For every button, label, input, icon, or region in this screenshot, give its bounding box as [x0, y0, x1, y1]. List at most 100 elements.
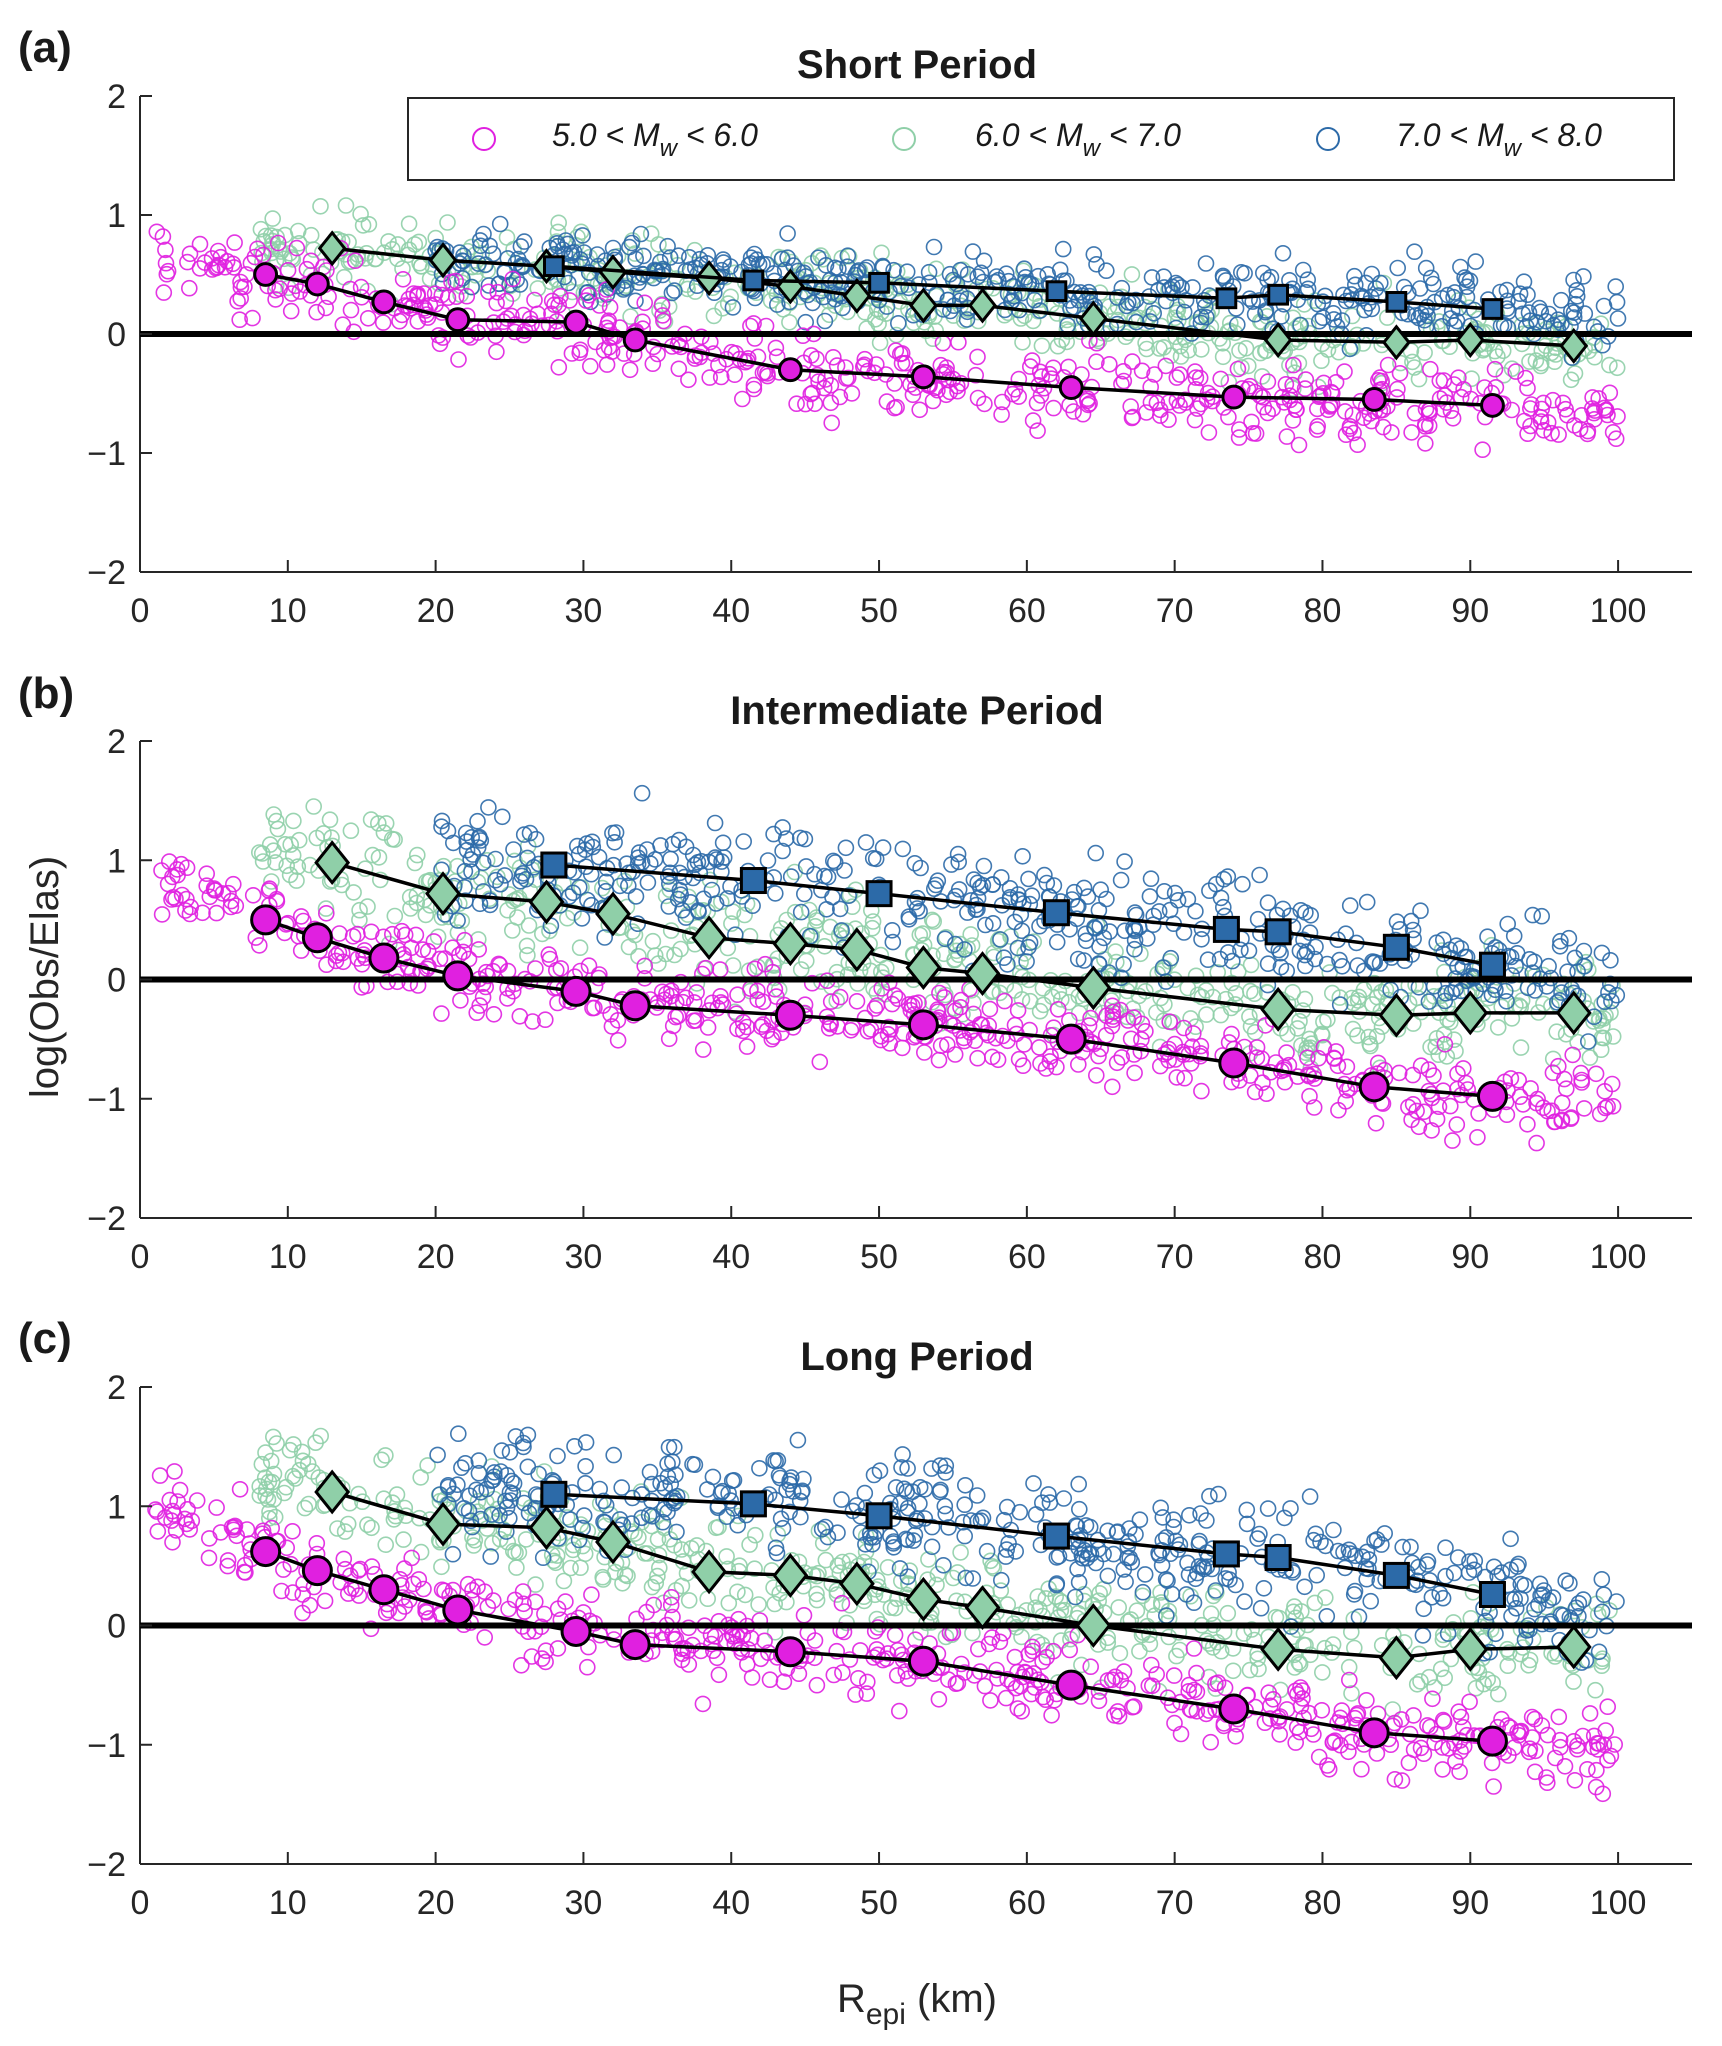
scatter-point: [447, 288, 465, 306]
series-mw6-7-a: [317, 230, 1589, 364]
scatter-point: [158, 265, 176, 283]
x-tick-label: 100: [1590, 1884, 1647, 1922]
scatter-point: [660, 898, 678, 915]
scatter-point: [1289, 291, 1306, 309]
scatter-point: [1435, 931, 1452, 949]
scatter-point: [956, 941, 973, 958]
scatter-point: [1276, 1073, 1294, 1091]
scatter-point: [871, 334, 889, 352]
circle-marker: [304, 271, 330, 297]
scatter-point: [663, 982, 680, 1000]
scatter-point: [724, 299, 742, 316]
scatter-point: [1281, 356, 1298, 374]
scatter-point: [808, 366, 826, 384]
scatter-point: [839, 303, 856, 321]
scatter-point: [1284, 412, 1302, 429]
scatter-point: [1061, 1641, 1078, 1659]
scatter-point: [536, 1011, 554, 1029]
scatter-point: [745, 380, 763, 398]
scatter-point: [900, 910, 918, 928]
scatter-point: [1553, 1112, 1570, 1130]
circle-marker: [619, 1629, 651, 1661]
scatter-point: [1222, 999, 1240, 1017]
scatter-point: [653, 983, 671, 1001]
scatter-point: [1212, 370, 1229, 388]
scatter-point: [1587, 1681, 1604, 1699]
scatter-point: [639, 874, 657, 891]
scatter-point: [1109, 289, 1126, 306]
circle-marker: [1218, 1047, 1250, 1079]
scatter-point: [198, 877, 215, 895]
scatter-point: [1220, 408, 1237, 426]
scatter-point: [1238, 1515, 1256, 1533]
scatter-point: [663, 284, 681, 302]
scatter-point: [1423, 1122, 1440, 1139]
scatter-point: [208, 904, 225, 922]
scatter-point: [930, 1051, 948, 1069]
scatter-point: [1581, 1049, 1599, 1066]
scatter-point: [498, 229, 516, 246]
scatter-point: [889, 990, 907, 1008]
scatter-point: [482, 1548, 500, 1565]
scatter-point: [934, 334, 952, 352]
scatter-point: [1145, 304, 1162, 322]
scatter-point: [946, 951, 963, 969]
scatter-point: [1113, 1049, 1130, 1066]
scatter-point: [888, 1667, 906, 1684]
scatter-point: [820, 1020, 838, 1037]
scatter-point: [1452, 940, 1470, 957]
x-tick-label: 70: [1156, 1238, 1194, 1276]
scatter-point: [1515, 273, 1533, 291]
diamond-marker: [838, 927, 875, 973]
scatter-point: [1593, 1571, 1611, 1588]
scatter-point: [1581, 1705, 1599, 1722]
scatter-point: [797, 268, 815, 285]
scatter-point: [492, 875, 509, 893]
scatter-point: [925, 913, 943, 930]
scatter-point: [480, 799, 497, 816]
scatter-point: [415, 285, 433, 302]
scatter-point: [1341, 897, 1359, 914]
scatter-point: [679, 906, 697, 923]
scatter-point: [596, 929, 614, 946]
scatter-point: [775, 1673, 793, 1690]
scatter-point: [282, 302, 300, 320]
scatter-point: [703, 881, 721, 899]
square-marker: [1385, 291, 1408, 313]
scatter-point: [1310, 1748, 1328, 1766]
scatter-point: [1185, 1640, 1203, 1657]
scatter-point: [550, 358, 568, 376]
scatter-point: [754, 1016, 772, 1033]
scatter-point: [1098, 1007, 1115, 1025]
scatter-point: [296, 1499, 314, 1517]
square-marker: [865, 1502, 893, 1530]
scatter-point: [1580, 1033, 1597, 1050]
series-mw7-8-a: [543, 255, 1504, 320]
square-marker: [1212, 1540, 1240, 1568]
scatter-point: [966, 1032, 984, 1050]
scatter-point: [1257, 303, 1274, 321]
scatter-point: [708, 851, 725, 868]
scatter-point: [458, 841, 476, 859]
x-tick-label: 100: [1590, 1238, 1647, 1276]
scatter-point: [719, 295, 737, 312]
scatter-point: [1558, 1080, 1575, 1097]
x-tick-label: 50: [860, 1238, 898, 1276]
scatter-point: [317, 900, 335, 917]
scatter-point: [1087, 844, 1104, 862]
scatter-point: [1604, 423, 1622, 441]
scatter-point: [765, 1028, 782, 1045]
scatter-point: [267, 812, 285, 830]
series-line-mw7-8: [553, 1492, 1493, 1597]
scatter-point: [1318, 1608, 1336, 1625]
scatter-point: [636, 957, 654, 975]
scatter-point: [359, 309, 377, 327]
scatter-point: [1595, 1029, 1613, 1047]
scatter-point: [342, 822, 360, 840]
y-axis-label: log(Obs/Elas): [23, 856, 67, 1098]
scatter-point: [1519, 286, 1536, 304]
scatter-point: [485, 314, 503, 331]
scatter-point: [315, 825, 332, 842]
scatter-point: [1032, 387, 1050, 404]
scatter-point: [629, 849, 647, 867]
